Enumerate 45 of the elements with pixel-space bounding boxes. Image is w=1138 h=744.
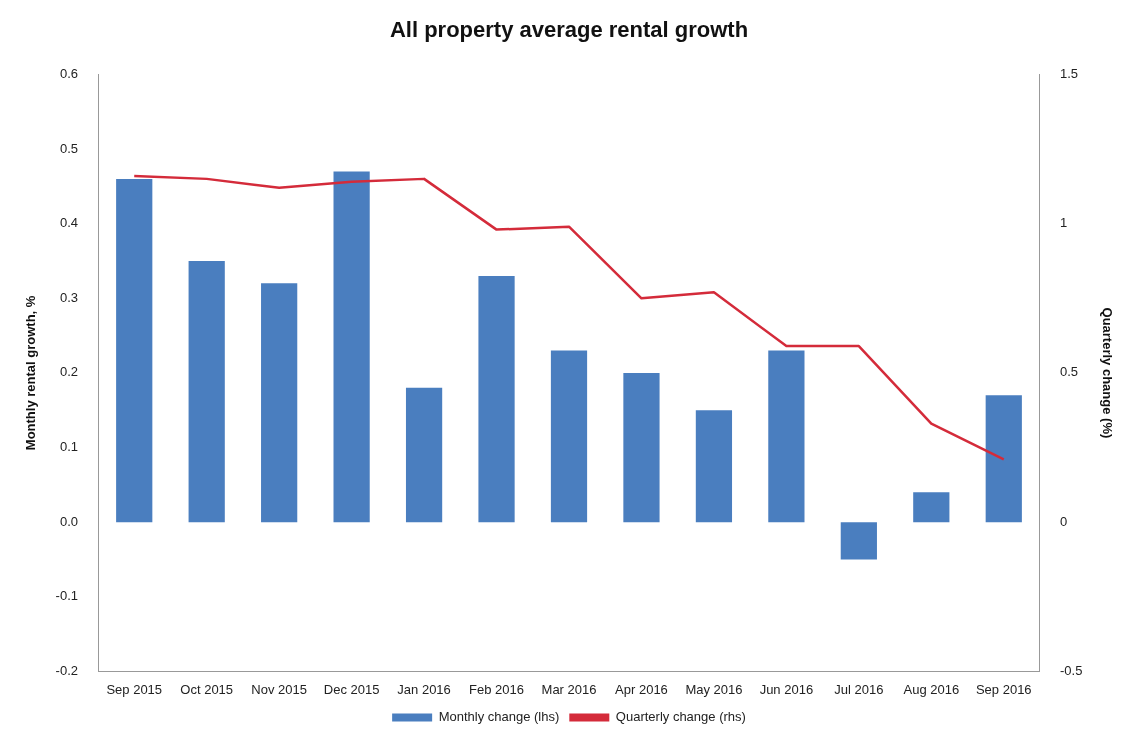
y-tick-label: 0.4: [59, 215, 78, 231]
y2-axis-title: Quarterly change (%): [1099, 307, 1115, 439]
y-tick-label: 0.0: [59, 513, 78, 529]
bar: [405, 387, 443, 523]
x-tick-label: Oct 2015: [180, 681, 234, 697]
bar: [913, 492, 950, 523]
legend-label: Monthly change (lhs): [438, 709, 560, 725]
x-tick-label: Mar 2016: [541, 681, 597, 697]
bar: [116, 178, 153, 523]
y2-tick-label: 1.5: [1060, 65, 1079, 81]
y2-tick-label: 0: [1060, 513, 1068, 529]
chart-title: All property average rental growth: [389, 17, 749, 43]
y-tick-label: 0.5: [59, 140, 78, 156]
x-tick-label: Aug 2016: [903, 681, 960, 697]
y-tick-label: -0.2: [55, 662, 78, 678]
bar: [550, 350, 588, 523]
bar: [840, 522, 877, 560]
y-tick-label: 0.1: [59, 439, 78, 455]
bar: [623, 372, 660, 523]
x-tick-label: Jan 2016: [397, 681, 451, 697]
y-axis-title: Monthly rental growth, %: [23, 295, 39, 451]
bar: [695, 410, 733, 523]
x-tick-label: Feb 2016: [469, 681, 525, 697]
y-tick-label: 0.2: [59, 364, 78, 380]
legend-label: Quarterly change (rhs): [615, 709, 746, 725]
bar: [188, 260, 225, 523]
y2-tick-label: 1: [1060, 215, 1068, 231]
x-tick-label: Jun 2016: [759, 681, 814, 697]
x-tick-label: Jul 2016: [834, 681, 884, 697]
y-tick-label: -0.1: [55, 588, 78, 604]
bar: [261, 283, 298, 523]
y2-tick-label: -0.5: [1060, 662, 1083, 678]
bar: [478, 275, 515, 523]
x-tick-label: Nov 2015: [251, 681, 307, 697]
y2-tick-label: 0.5: [1060, 364, 1079, 380]
bar: [985, 395, 1022, 523]
bar: [333, 171, 370, 523]
x-tick-label: Sep 2016: [975, 681, 1032, 697]
x-tick-label: May 2016: [685, 681, 743, 697]
y-tick-label: 0.3: [59, 289, 78, 305]
x-tick-label: Dec 2015: [323, 681, 380, 697]
x-tick-label: Sep 2015: [106, 681, 163, 697]
x-tick-label: Apr 2016: [615, 681, 668, 697]
bar: [768, 350, 805, 523]
y-tick-label: 0.6: [59, 65, 78, 81]
